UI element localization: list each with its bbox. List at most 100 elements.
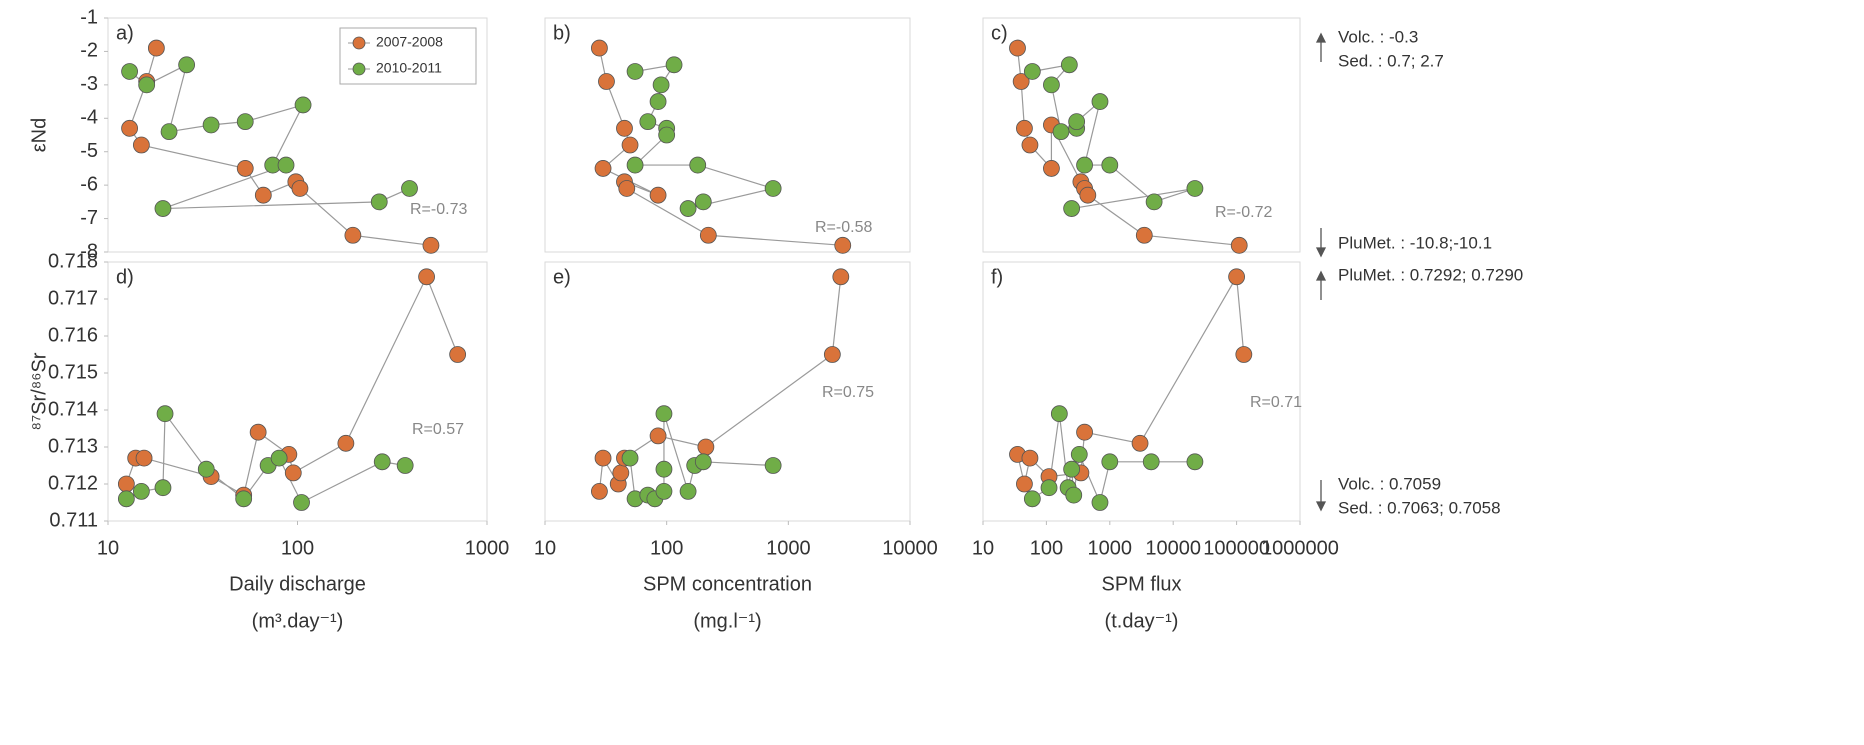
point xyxy=(236,160,254,177)
point xyxy=(1076,423,1093,441)
point xyxy=(621,449,639,467)
r-label: R=-0.72 xyxy=(1215,204,1272,221)
point xyxy=(1101,453,1119,471)
point xyxy=(270,449,288,467)
point xyxy=(1063,460,1081,478)
point xyxy=(1101,156,1119,174)
point xyxy=(1040,479,1058,497)
point xyxy=(154,479,172,497)
x-axis-label: SPM flux xyxy=(1101,573,1181,595)
point xyxy=(1016,119,1033,137)
point xyxy=(1186,453,1204,471)
point xyxy=(135,449,153,467)
y-tick-label: -5 xyxy=(80,140,98,162)
x-axis-label: SPM concentration xyxy=(643,573,812,595)
point xyxy=(1043,76,1060,94)
point xyxy=(591,39,608,57)
point xyxy=(1016,475,1033,493)
arrows xyxy=(1315,32,1327,512)
point xyxy=(1131,434,1149,452)
y-tick-label: -2 xyxy=(80,40,98,62)
point xyxy=(1091,93,1109,110)
point xyxy=(1060,56,1078,74)
plot-frame xyxy=(107,17,488,253)
point xyxy=(1186,180,1204,197)
point xyxy=(626,156,644,174)
r-label: R=0.57 xyxy=(412,421,464,438)
point xyxy=(254,186,272,204)
point xyxy=(373,453,391,471)
y-tick-label: 0.711 xyxy=(49,509,98,531)
legend-label: 2010-2011 xyxy=(376,60,442,76)
x-tick-label: 10000 xyxy=(1145,537,1201,559)
point xyxy=(655,460,673,478)
panel-label: a) xyxy=(116,22,134,44)
point xyxy=(121,119,138,137)
point xyxy=(697,438,715,456)
y-tick-label: -1 xyxy=(80,6,98,28)
x-tick-label: 1000 xyxy=(465,537,510,559)
annotation: Sed. : 0.7063; 0.7058 xyxy=(1338,498,1501,517)
plot-frame xyxy=(544,17,911,253)
connector-line xyxy=(1016,274,1245,485)
y-tick-label: 0.713 xyxy=(48,435,98,457)
point xyxy=(649,186,667,204)
point xyxy=(764,457,782,474)
point xyxy=(626,63,644,80)
point xyxy=(160,123,178,141)
point xyxy=(591,482,608,500)
y-tick-label: -8 xyxy=(80,240,98,262)
y-tick-label: 0.715 xyxy=(48,361,98,383)
plot-frame xyxy=(544,261,911,522)
point xyxy=(832,268,850,286)
x-tick-label: 10 xyxy=(534,537,556,559)
point xyxy=(337,434,355,452)
y-tick-label: -3 xyxy=(80,73,98,95)
point xyxy=(658,126,676,144)
point xyxy=(612,464,630,482)
point xyxy=(1009,39,1026,57)
point xyxy=(1135,226,1153,244)
point xyxy=(121,63,138,80)
point xyxy=(639,113,657,131)
point xyxy=(422,236,440,254)
point xyxy=(621,136,639,154)
point xyxy=(594,449,612,467)
r-label: R=-0.73 xyxy=(410,201,467,218)
point xyxy=(132,136,150,154)
point xyxy=(178,56,196,74)
point xyxy=(1023,63,1041,80)
panel-label: c) xyxy=(991,22,1008,44)
x-axis-unit: (t.day⁻¹) xyxy=(1105,610,1179,632)
x-tick-label: 1000 xyxy=(1088,537,1133,559)
point xyxy=(679,482,697,500)
point xyxy=(1063,200,1081,217)
point xyxy=(689,156,707,174)
annotation: PluMet. : 0.7292; 0.7290 xyxy=(1338,265,1523,284)
annotation: PluMet. : -10.8;-10.1 xyxy=(1338,233,1492,252)
point xyxy=(823,346,841,363)
legend-marker xyxy=(352,36,366,50)
point xyxy=(655,405,673,423)
point xyxy=(764,180,782,197)
point xyxy=(1021,449,1039,467)
y-tick-label: -4 xyxy=(80,107,98,129)
x-tick-label: 100 xyxy=(1030,537,1063,559)
point xyxy=(616,119,633,137)
point xyxy=(1065,486,1083,504)
panel-label: b) xyxy=(553,22,571,44)
x-axis-label: Daily discharge xyxy=(229,573,366,595)
y-tick-label: 0.714 xyxy=(48,398,98,420)
point xyxy=(694,193,712,211)
point xyxy=(1070,445,1088,463)
point xyxy=(1012,73,1030,90)
point xyxy=(1076,156,1093,174)
r-label: R=0.75 xyxy=(822,384,874,401)
point xyxy=(649,427,667,445)
x-tick-label: 1000 xyxy=(766,537,811,559)
panel-label: d) xyxy=(116,266,134,288)
point xyxy=(370,193,388,211)
point xyxy=(291,180,309,197)
point xyxy=(249,423,267,441)
point xyxy=(1023,490,1041,508)
